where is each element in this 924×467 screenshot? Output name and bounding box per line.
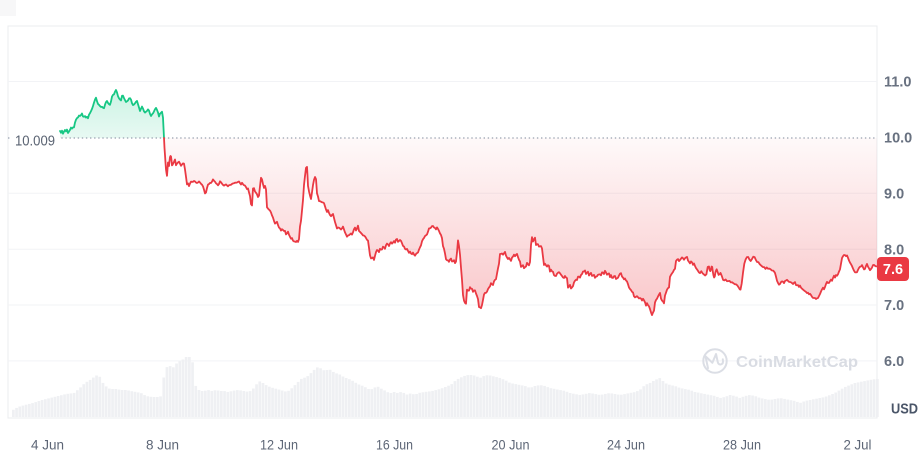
svg-text:4 Jun: 4 Jun: [31, 437, 64, 453]
svg-text:10.0: 10.0: [884, 131, 912, 147]
svg-text:8 Jun: 8 Jun: [146, 437, 179, 453]
svg-text:11.0: 11.0: [884, 75, 911, 91]
svg-text:CoinMarketCap: CoinMarketCap: [736, 354, 858, 371]
svg-text:20 Jun: 20 Jun: [492, 437, 530, 453]
svg-text:USD: USD: [891, 401, 918, 418]
svg-text:28 Jun: 28 Jun: [723, 437, 761, 453]
svg-text:8.0: 8.0: [884, 242, 904, 258]
svg-text:7.0: 7.0: [884, 298, 904, 314]
svg-text:12 Jun: 12 Jun: [260, 437, 298, 453]
svg-text:7.6: 7.6: [883, 262, 903, 278]
svg-text:16 Jun: 16 Jun: [376, 437, 413, 453]
svg-text:10.009: 10.009: [15, 134, 55, 150]
svg-text:9.0: 9.0: [884, 187, 904, 203]
svg-text:24 Jun: 24 Jun: [607, 437, 645, 453]
svg-text:2 Jul: 2 Jul: [844, 437, 872, 453]
svg-text:6.0: 6.0: [884, 354, 904, 370]
